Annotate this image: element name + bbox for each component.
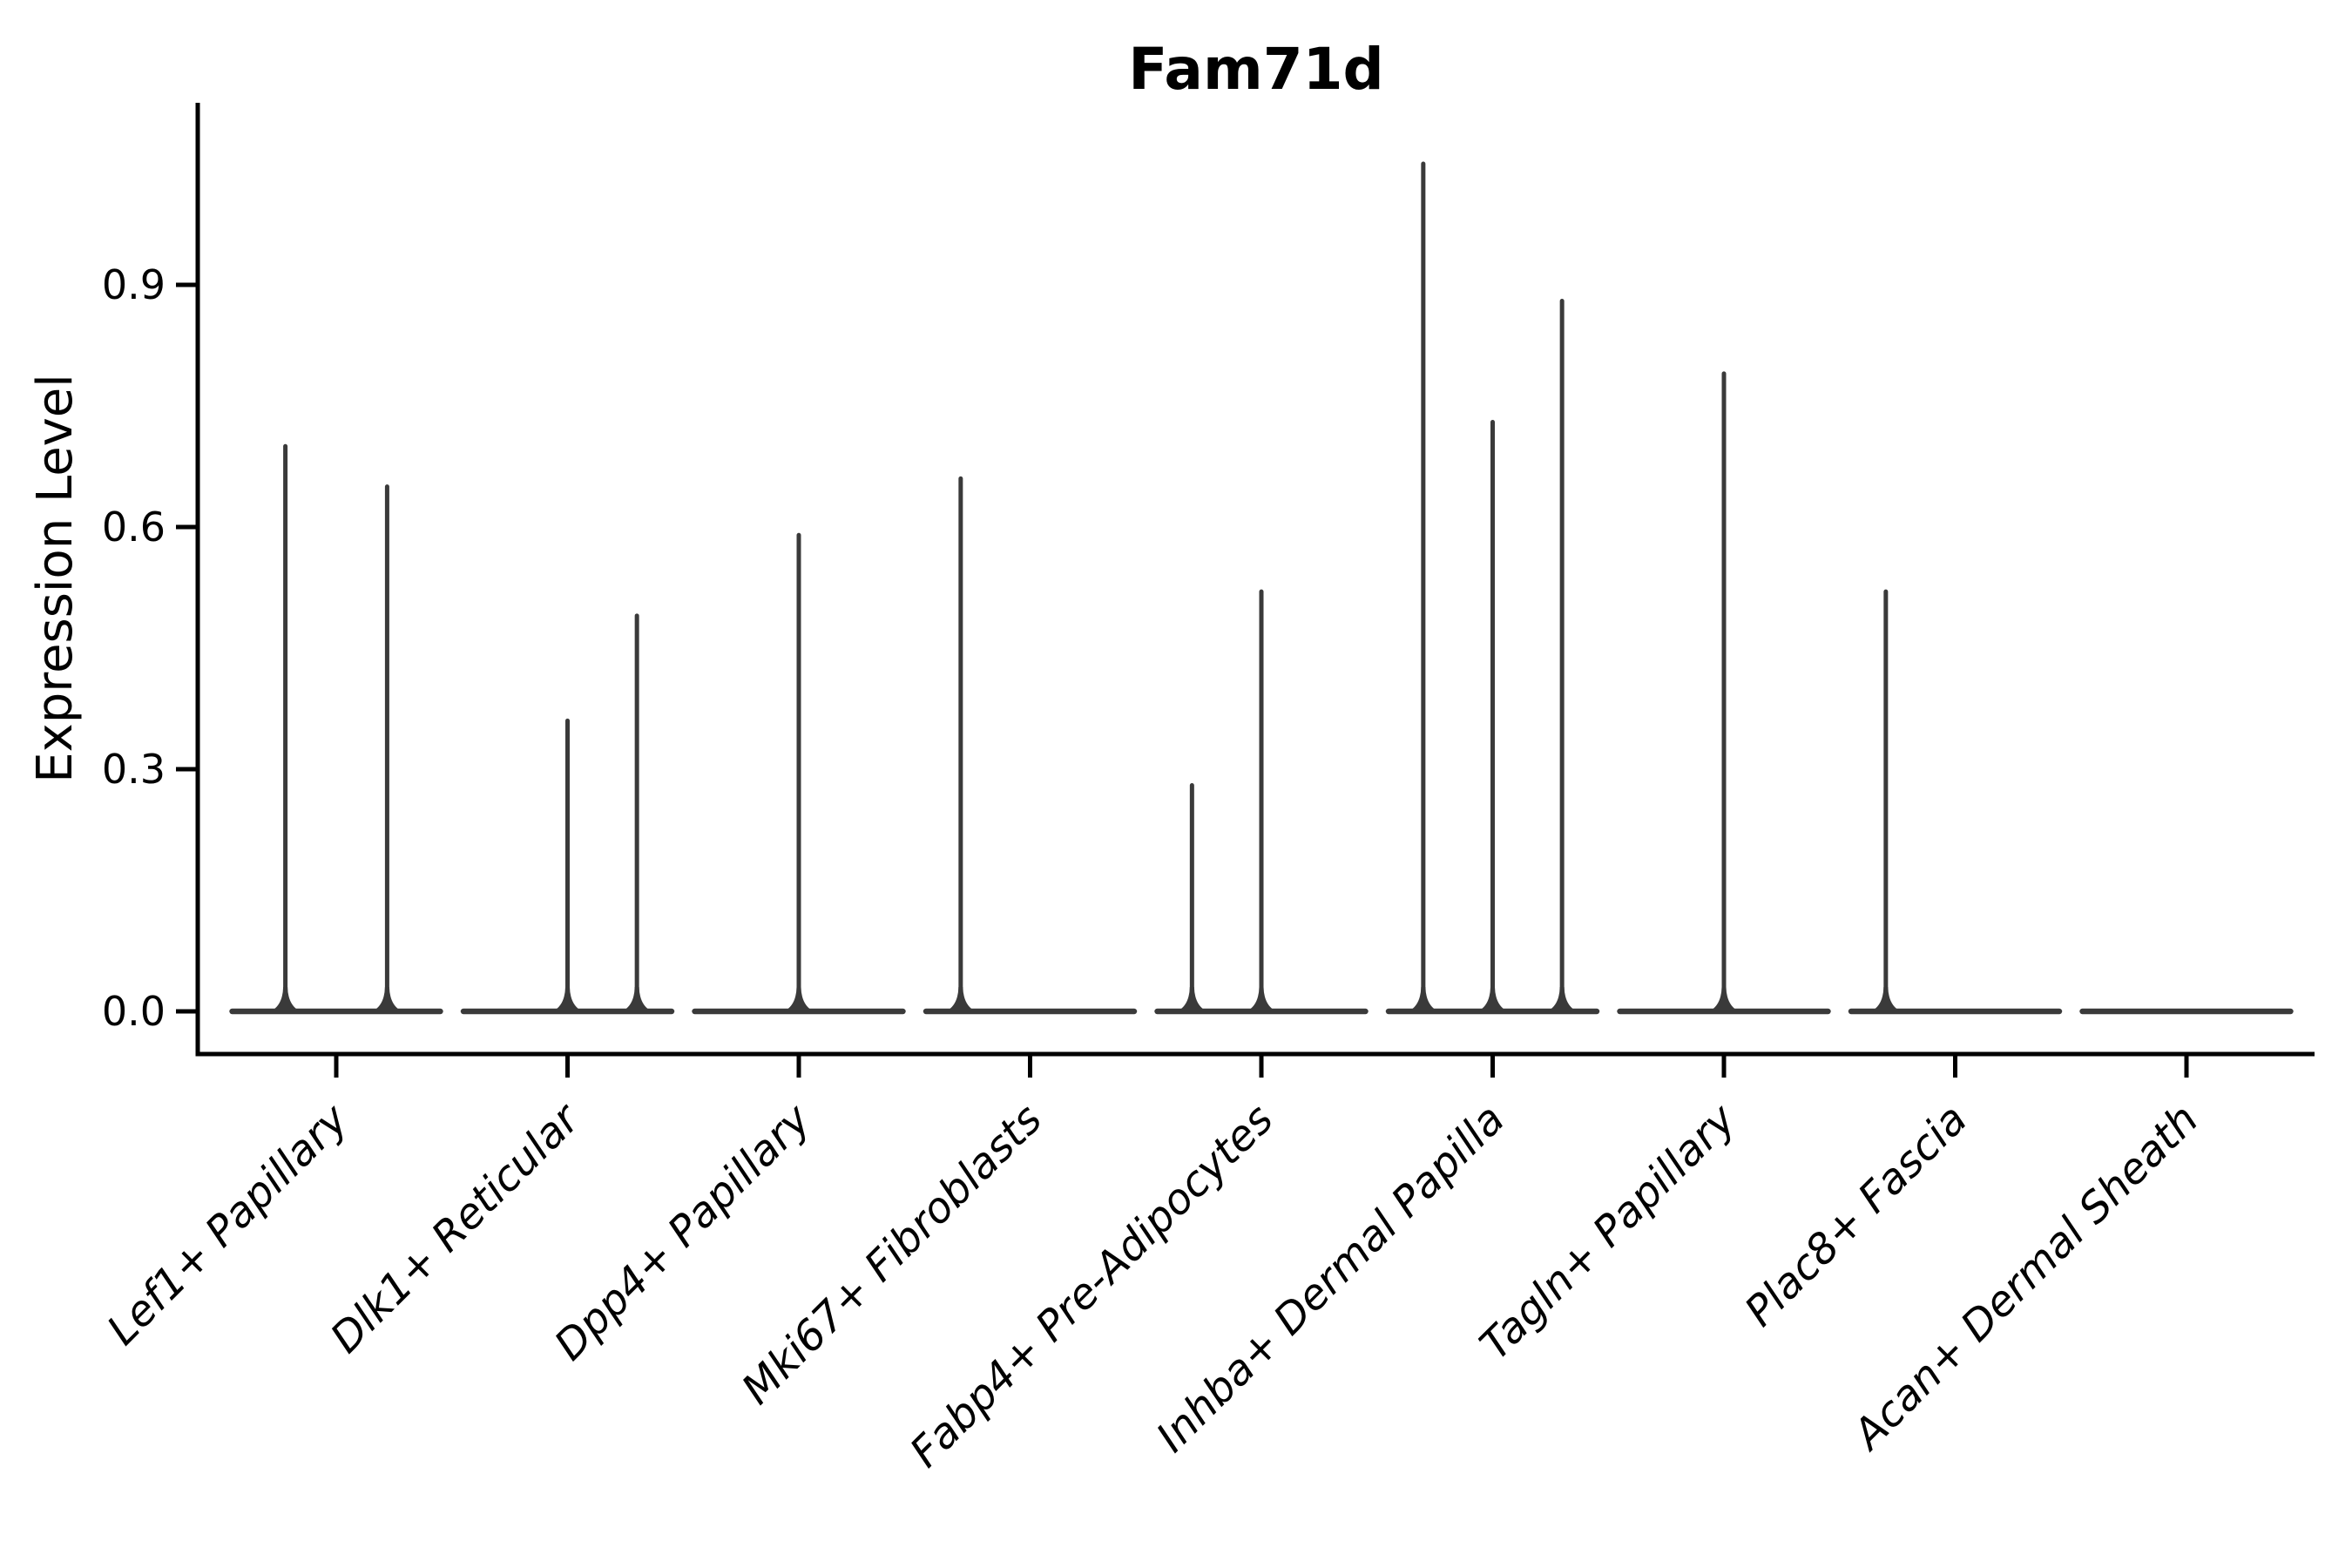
chart-title: Fam71d [1128, 36, 1384, 103]
y-tick-label-0.3: 0.3 [102, 746, 166, 793]
x-tick-label-plac8-fascia: Plac8+ Fascia [1735, 1095, 1977, 1336]
y-tick-label-0.6: 0.6 [102, 504, 166, 551]
x-tick-label-dpp4-papillary: Dpp4+ Papillary [545, 1094, 821, 1369]
x-tick-label-dlk1-reticular: Dlk1+ Reticular [321, 1093, 591, 1363]
y-tick-label-0.0: 0.0 [102, 988, 166, 1035]
x-tick-label-lef1-papillary: Lef1+ Papillary [98, 1094, 358, 1355]
x-tick-label-tagln-papillary: Tagln+ Papillary [1470, 1094, 1746, 1369]
x-tick-label-fabp4-pre-adipocytes: Fabp4+ Pre-Adipocytes [901, 1095, 1283, 1477]
y-tick-label-0.9: 0.9 [102, 261, 166, 308]
y-axis-label: Expression Level [27, 374, 84, 783]
